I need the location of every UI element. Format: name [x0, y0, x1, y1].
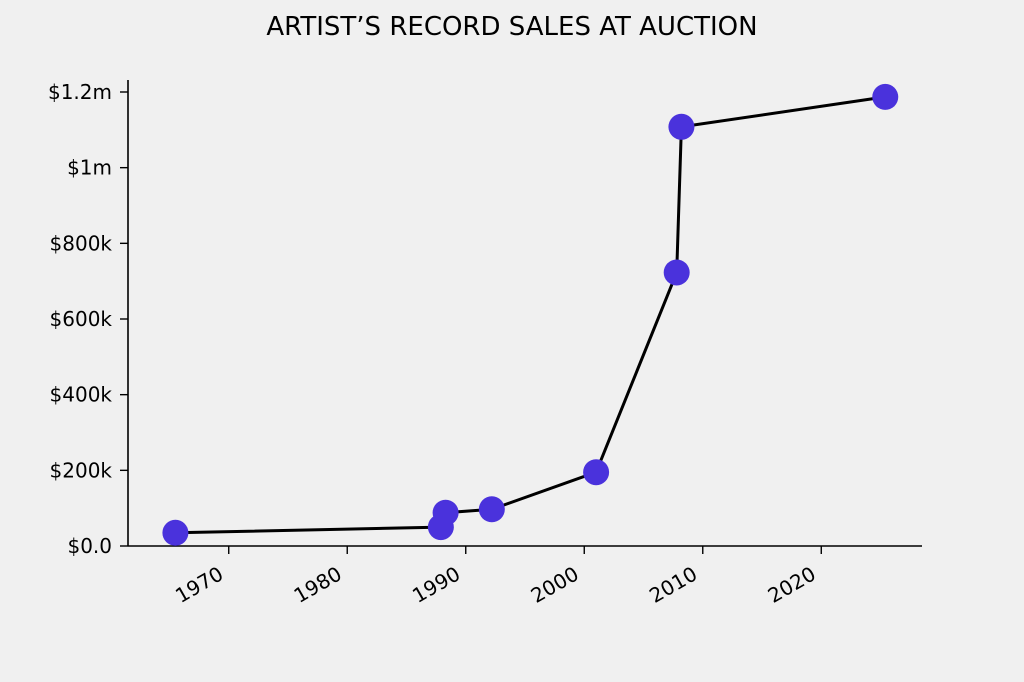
x-tick-label-2010: 2010 [645, 562, 701, 608]
y-tick-label-5: $1m [67, 156, 112, 180]
y-ticks: $0.0 $200k $400k $600k $800k $1m $1.2m [48, 80, 128, 558]
y-tick-label-4: $800k [50, 231, 113, 255]
data-points [162, 83, 899, 546]
x-ticks: 1970 1980 1990 2000 2010 2020 [171, 546, 822, 608]
series-line [175, 95, 886, 535]
x-tick-label-1990: 1990 [408, 562, 464, 608]
data-point-4 [583, 459, 610, 486]
y-tick-label-3: $600k [50, 307, 113, 331]
y-tick-label-1: $200k [50, 458, 113, 482]
data-point-6 [668, 113, 695, 140]
data-point-5 [663, 259, 690, 286]
x-tick-label-1970: 1970 [171, 562, 227, 608]
x-tick-label-1980: 1980 [290, 562, 346, 608]
y-tick-label-0: $0.0 [67, 534, 112, 558]
data-point-2 [432, 499, 459, 526]
chart-title: ARTIST’S RECORD SALES AT AUCTION [266, 12, 757, 42]
x-tick-label-2000: 2000 [527, 562, 583, 608]
x-tick-label-2020: 2020 [764, 562, 820, 608]
data-point-0 [162, 519, 189, 546]
data-point-3 [478, 496, 505, 523]
y-tick-label-6: $1.2m [48, 80, 112, 104]
data-point-7 [872, 83, 899, 110]
y-tick-label-2: $400k [50, 383, 113, 407]
